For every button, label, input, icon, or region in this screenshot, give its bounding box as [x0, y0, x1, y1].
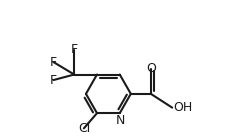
Text: OH: OH: [174, 101, 193, 114]
Text: F: F: [50, 56, 57, 69]
Text: F: F: [71, 43, 78, 56]
Text: N: N: [116, 114, 125, 127]
Text: F: F: [50, 74, 57, 87]
Text: Cl: Cl: [78, 122, 90, 135]
Text: O: O: [146, 63, 156, 75]
